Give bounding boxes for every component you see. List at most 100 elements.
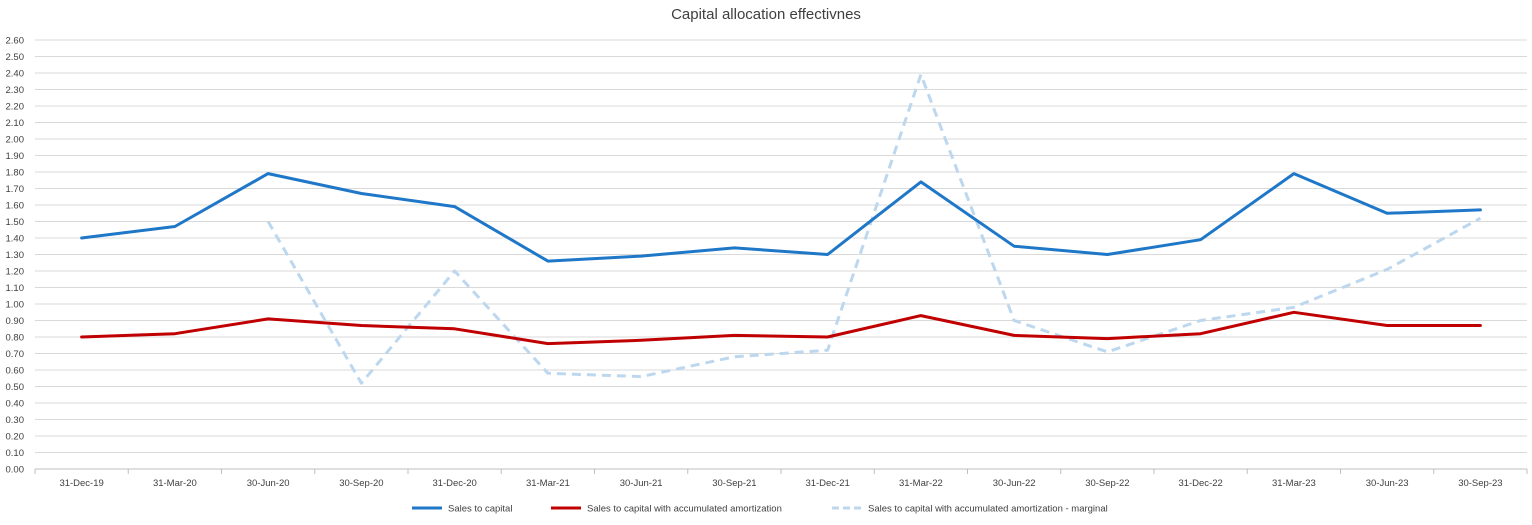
y-tick-label: 2.50 [6,52,25,63]
y-tick-label: 1.40 [6,234,25,245]
data-point [1292,310,1296,314]
data-point [1012,244,1016,248]
y-axis-ticks: 0.00 0.10 0.20 0.30 0.40 0.50 0.60 0.70 0.80 0.90… [6,36,25,476]
data-point [453,205,457,209]
data-point [80,236,84,240]
y-tick-label: 2.20 [6,102,25,113]
series-line [80,310,1482,346]
data-point [919,180,923,184]
x-tick-label: 31-Dec-20 [432,478,476,489]
data-point [1199,332,1203,336]
x-tick-label: 30-Sep-21 [712,478,756,489]
y-tick-label: 1.00 [6,300,25,311]
x-axis-ticks: 31-Dec-19 31-Mar-20 30-Jun-20 30-Sep-20 31-D… [59,478,1502,489]
legend-label: Sales to capital with accumulated amorti… [868,504,1108,515]
data-point [359,381,363,385]
legend-label: Sales to capital [448,504,512,515]
data-point [173,332,177,336]
data-point [826,348,830,352]
data-point [1478,216,1482,220]
data-point [1105,253,1109,257]
data-point [546,371,550,375]
data-point [1385,323,1389,327]
x-tick-label: 30-Sep-20 [339,478,383,489]
data-point [826,253,830,257]
x-tick-label: 30-Jun-21 [620,478,663,489]
data-point [1478,208,1482,212]
data-point [639,254,643,258]
data-point [1199,238,1203,242]
data-point [1292,305,1296,309]
gridlines [35,39,1527,470]
x-tick-label: 31-Mar-20 [153,478,197,489]
x-tick-label: 30-Jun-20 [247,478,290,489]
x-tick-label: 31-Dec-22 [1178,478,1222,489]
y-tick-label: 0.30 [6,415,25,426]
legend-item: Sales to capital with accumulated amorti… [832,504,1108,515]
y-tick-label: 2.60 [6,36,25,47]
x-tick-label: 30-Sep-23 [1458,478,1502,489]
y-tick-label: 0.10 [6,448,25,459]
x-tick-label: 31-Dec-19 [59,478,103,489]
legend-item: Sales to capital with accumulated amorti… [551,504,782,515]
y-tick-label: 0.70 [6,349,25,360]
y-tick-label: 2.10 [6,118,25,129]
legend-label: Sales to capital with accumulated amorti… [587,504,782,515]
data-point [919,314,923,318]
series-line [80,172,1482,263]
data-point [266,172,270,176]
y-tick-label: 0.50 [6,382,25,393]
data-point [546,342,550,346]
y-tick-label: 0.90 [6,316,25,327]
data-point [1199,319,1203,323]
data-point [1385,267,1389,271]
y-tick-label: 0.40 [6,399,25,410]
y-tick-label: 1.60 [6,201,25,212]
series-2 [80,310,1482,346]
y-tick-label: 1.10 [6,283,25,294]
x-axis-tickmarks [34,469,1528,474]
series-3 [266,73,1482,385]
y-tick-label: 1.50 [6,217,25,228]
y-tick-label: 1.30 [6,250,25,261]
y-tick-label: 0.60 [6,366,25,377]
data-point [639,338,643,342]
data-point [1105,337,1109,341]
x-tick-label: 30-Jun-22 [993,478,1036,489]
legend-item: Sales to capital [412,504,512,515]
data-point [453,327,457,331]
x-tick-label: 31-Mar-23 [1272,478,1316,489]
data-point [266,317,270,321]
data-point [826,335,830,339]
data-point [1385,211,1389,215]
x-tick-label: 31-Mar-22 [899,478,943,489]
series-1 [80,172,1482,263]
data-point [732,246,736,250]
data-point [1292,172,1296,176]
y-tick-label: 1.80 [6,168,25,179]
y-tick-label: 2.40 [6,69,25,80]
series-line [266,73,1482,385]
x-tick-label: 31-Mar-21 [526,478,570,489]
data-point [1105,350,1109,354]
data-point [266,220,270,224]
data-point [732,333,736,337]
y-tick-label: 1.20 [6,267,25,278]
data-point [359,191,363,195]
data-point [1012,333,1016,337]
x-tick-label: 30-Sep-22 [1085,478,1129,489]
legend: Sales to capital Sales to capital with ac… [412,504,1108,515]
data-point [732,355,736,359]
y-tick-label: 1.70 [6,184,25,195]
data-point [919,73,923,77]
x-tick-label: 31-Dec-21 [805,478,849,489]
data-point [359,323,363,327]
y-tick-label: 0.00 [6,465,25,476]
y-tick-label: 2.00 [6,135,25,146]
y-tick-label: 1.90 [6,151,25,162]
data-point [1012,319,1016,323]
data-point [173,224,177,228]
y-tick-label: 0.80 [6,333,25,344]
